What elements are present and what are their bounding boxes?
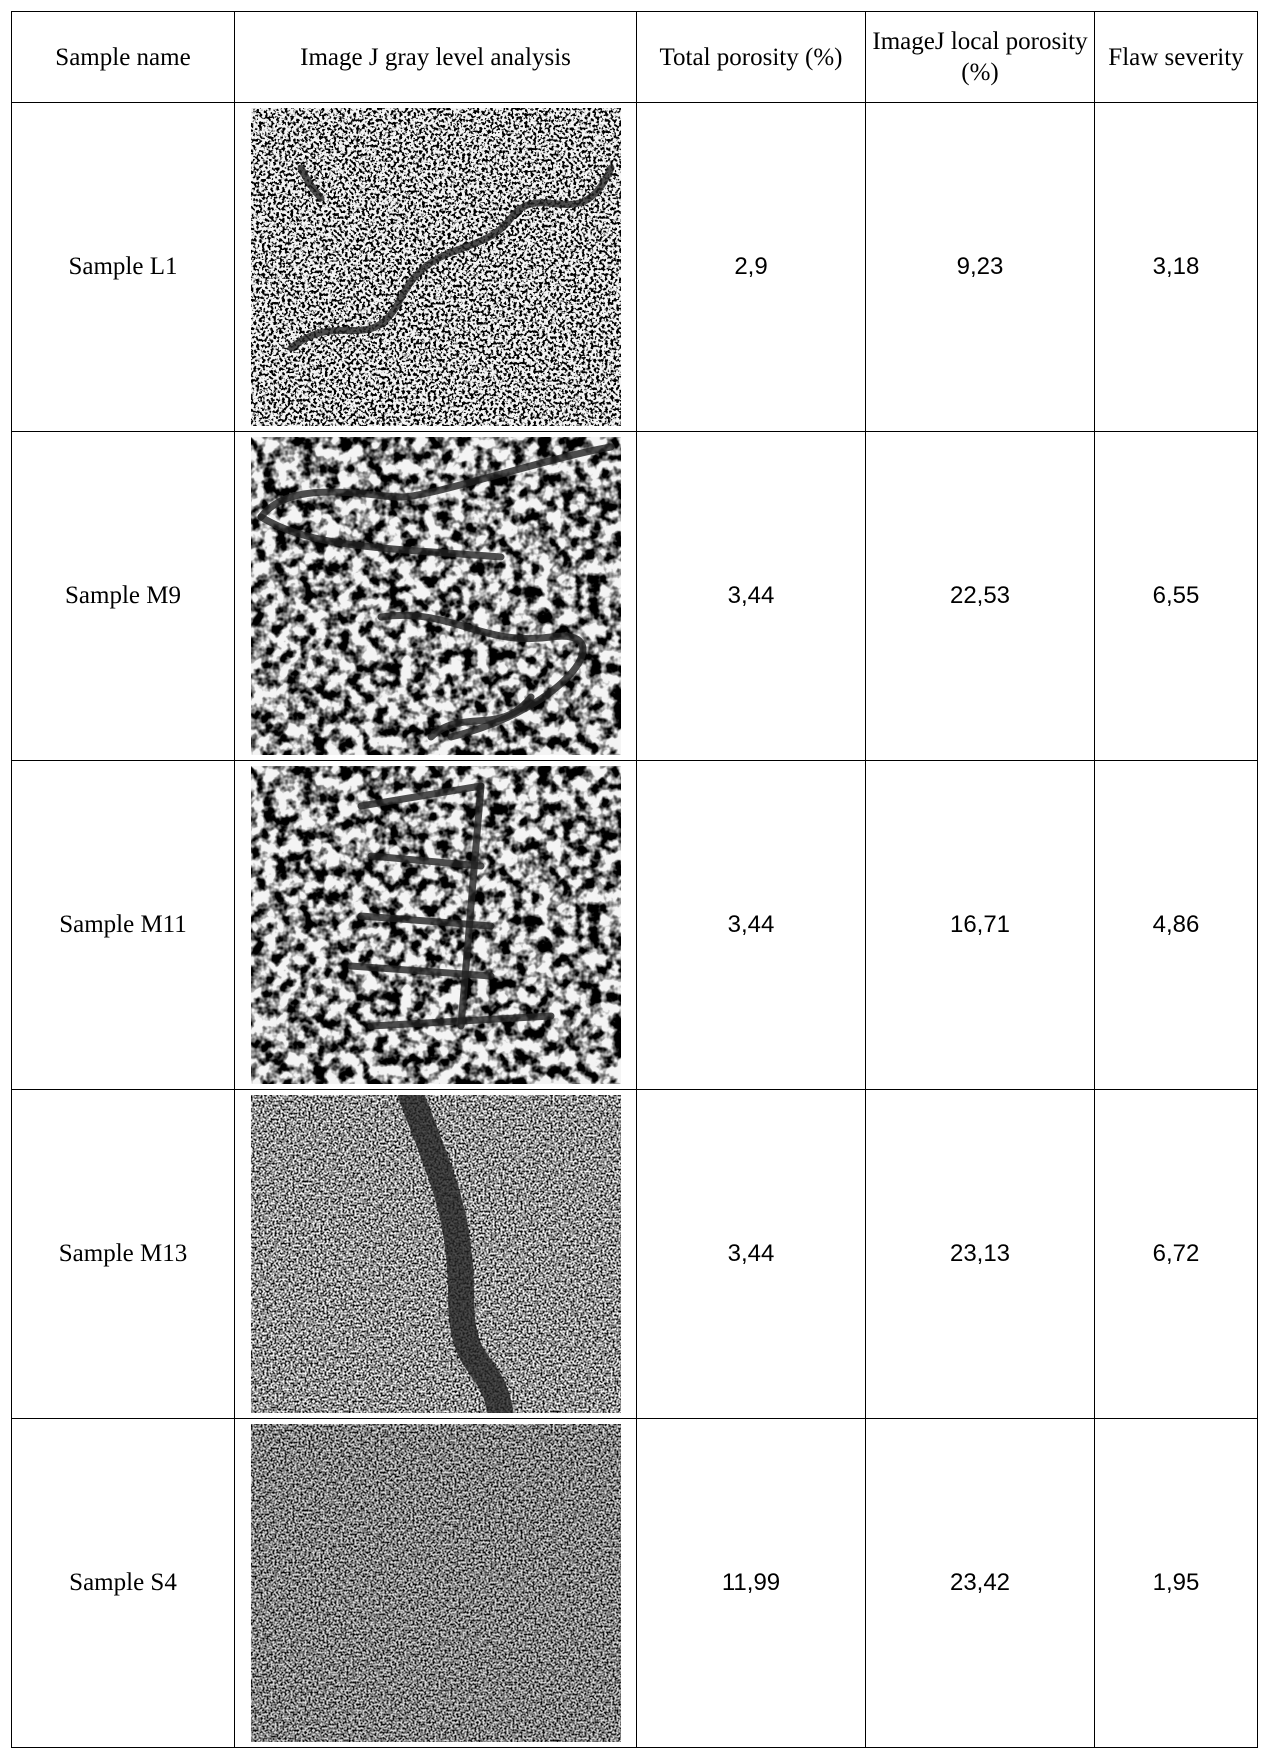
analysis-image: [250, 766, 621, 1084]
header-row: Sample name Image J gray level analysis To…: [11, 11, 1258, 103]
value-cell: 23,13: [865, 1089, 1095, 1419]
value-cell: 6,55: [1094, 431, 1258, 761]
analysis-image-cell: [234, 1089, 637, 1419]
value-cell: 3,44: [636, 1089, 866, 1419]
value-cell: 11,99: [636, 1418, 866, 1748]
value-cell: 16,71: [865, 760, 1095, 1090]
sample-name: Sample M11: [11, 760, 235, 1090]
value-cell: 22,53: [865, 431, 1095, 761]
value-cell: 4,86: [1094, 760, 1258, 1090]
data-row: Sample S4 11,99 23,42 1,95: [11, 1418, 1258, 1748]
value-cell: 3,18: [1094, 102, 1258, 432]
header-cell: Sample name: [11, 11, 235, 103]
image-texture: [250, 1424, 621, 1742]
sample-name: Sample L1: [11, 102, 235, 432]
analysis-image: [250, 437, 621, 755]
analysis-image-cell: [234, 1418, 637, 1748]
value-cell: 6,72: [1094, 1089, 1258, 1419]
porosity-table: Sample name Image J gray level analysis To…: [11, 11, 1258, 1748]
crack: [457, 782, 484, 1030]
data-row: Sample M11 3,44 16,71 4,86: [11, 760, 1258, 1090]
crack: [287, 164, 614, 352]
crack: [377, 611, 586, 741]
sample-name: Sample M13: [11, 1089, 235, 1419]
crack: [357, 782, 484, 810]
value-cell: 3,44: [636, 431, 866, 761]
value-cell: 3,44: [636, 760, 866, 1090]
data-row: Sample M9 3,44 22,53 6,55: [11, 431, 1258, 761]
value-cell: 9,23: [865, 102, 1095, 432]
analysis-image: [250, 108, 621, 426]
header-cell: ImageJ local porosity (%): [865, 11, 1095, 103]
image-texture: [250, 437, 621, 755]
data-row: Sample M13 3,44 23,13 6,72: [11, 1089, 1258, 1419]
crack: [427, 693, 534, 741]
crack: [367, 852, 484, 870]
crack: [397, 1095, 514, 1413]
analysis-image-cell: [234, 760, 637, 1090]
crack: [297, 164, 324, 202]
analysis-image: [250, 1095, 621, 1413]
header-cell: Flaw severity: [1094, 11, 1258, 103]
analysis-image-cell: [234, 431, 637, 761]
value-cell: 2,9: [636, 102, 866, 432]
header-cell: Image J gray level analysis: [234, 11, 637, 103]
crack: [257, 443, 614, 521]
analysis-image: [250, 1424, 621, 1742]
analysis-image-cell: [234, 102, 637, 432]
crack: [257, 513, 504, 561]
header-cell: Total porosity (%): [636, 11, 866, 103]
sample-name: Sample M9: [11, 431, 235, 761]
sample-name: Sample S4: [11, 1418, 235, 1748]
data-row: Sample L1 2,9 9,23 3,18: [11, 102, 1258, 432]
image-texture: [250, 108, 621, 426]
value-cell: 23,42: [865, 1418, 1095, 1748]
value-cell: 1,95: [1094, 1418, 1258, 1748]
